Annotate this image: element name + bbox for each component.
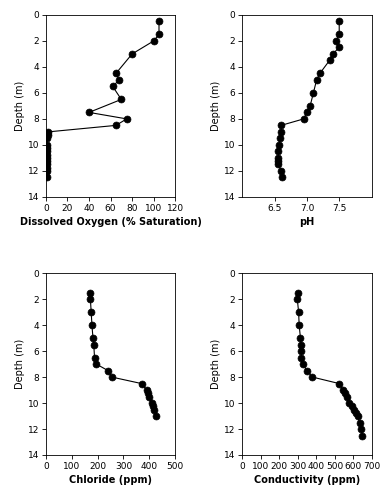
X-axis label: Conductivity (ppm): Conductivity (ppm) (254, 475, 360, 485)
Y-axis label: Depth (m): Depth (m) (15, 81, 25, 131)
X-axis label: Dissolved Oxygen (% Saturation): Dissolved Oxygen (% Saturation) (20, 217, 201, 227)
X-axis label: Chloride (ppm): Chloride (ppm) (69, 475, 152, 485)
Y-axis label: Depth (m): Depth (m) (211, 81, 221, 131)
X-axis label: pH: pH (299, 217, 314, 227)
Y-axis label: Depth (m): Depth (m) (15, 339, 25, 389)
Y-axis label: Depth (m): Depth (m) (211, 339, 221, 389)
